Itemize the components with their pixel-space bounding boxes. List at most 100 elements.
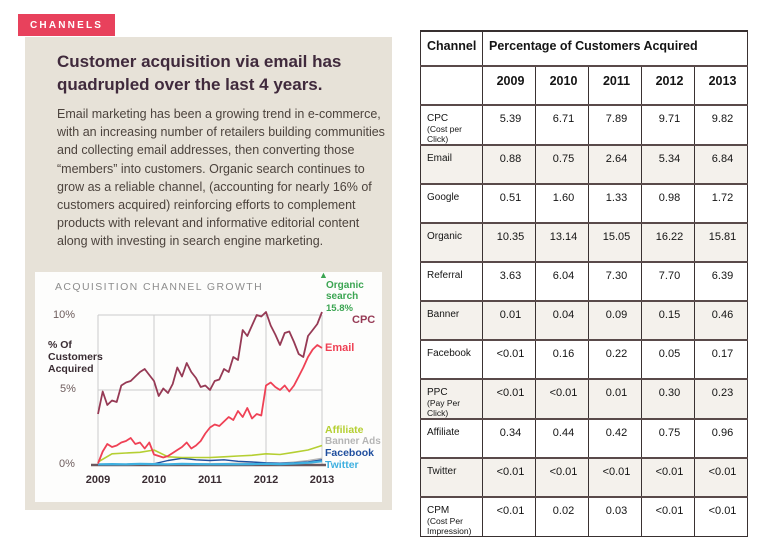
x-tick-2010: 2010 <box>142 474 166 486</box>
growth-chart-svg: 2009 2010 2011 2012 2013 <box>86 311 334 486</box>
value-cell: 6.71 <box>535 105 589 145</box>
value-cell: 5.39 <box>482 105 536 145</box>
channel-cell: CPC (Cost per Click) <box>420 105 483 145</box>
value-cell: 9.82 <box>693 105 749 145</box>
x-tick-2013: 2013 <box>310 474 334 486</box>
table-row: CPC (Cost per Click) 5.39 6.71 7.89 9.71 9.82 <box>420 105 749 145</box>
value-cell: 2.64 <box>588 145 642 184</box>
value-cell: 6.84 <box>693 145 749 184</box>
value-cell: 5.34 <box>641 145 695 184</box>
value-cell: <0.01 <box>641 497 695 537</box>
table-header-row: Channel Percentage of Customers Acquired <box>420 31 749 66</box>
value-cell: 0.51 <box>482 184 536 223</box>
x-tick-2012: 2012 <box>254 474 278 486</box>
table-row: Twitter <0.01 <0.01 <0.01 <0.01 <0.01 <box>420 458 749 497</box>
legend-email: Email <box>325 342 355 354</box>
channel-subtitle: (Cost Per Impression) <box>427 516 472 536</box>
value-cell: 0.09 <box>588 301 642 340</box>
series-line-email <box>97 344 323 464</box>
value-cell: 0.02 <box>535 497 589 537</box>
value-cell: 15.81 <box>693 223 749 262</box>
value-cell: 9.71 <box>641 105 695 145</box>
value-cell: 0.23 <box>693 379 749 419</box>
value-cell: 1.60 <box>535 184 589 223</box>
value-cell: 0.30 <box>641 379 695 419</box>
value-cell: <0.01 <box>588 458 642 497</box>
channel-cell: Organic <box>420 223 483 262</box>
value-cell: <0.01 <box>693 458 749 497</box>
value-cell: 0.75 <box>641 419 695 458</box>
value-cell: 0.16 <box>535 340 589 379</box>
channel-cell: PPC (Pay Per Click) <box>420 379 483 419</box>
legend-twitter: Twitter <box>325 459 359 471</box>
table-row: Google 0.51 1.60 1.33 0.98 1.72 <box>420 184 749 223</box>
table-row: Email 0.88 0.75 2.64 5.34 6.84 <box>420 145 749 184</box>
channel-cell: CPM (Cost Per Impression) <box>420 497 483 537</box>
channel-cell: Google <box>420 184 483 223</box>
value-cell: 0.98 <box>641 184 695 223</box>
year-2011: 2011 <box>588 66 642 105</box>
legend-affiliate: Affiliate <box>325 424 364 436</box>
channel-cell: Referral <box>420 262 483 301</box>
legend-cpc: CPC <box>352 314 376 326</box>
value-cell: 0.22 <box>588 340 642 379</box>
year-2010: 2010 <box>535 66 589 105</box>
y-tick-10: 10% <box>53 309 76 321</box>
value-cell: 0.04 <box>535 301 589 340</box>
left-panel: Customer acquisition via email has quadr… <box>25 37 392 510</box>
legend-organic-search: Organic search <box>326 280 364 302</box>
table-row: PPC (Pay Per Click) <0.01 <0.01 0.01 0.30 0.23 <box>420 379 749 419</box>
y-tick-5: 5% <box>60 383 76 395</box>
channel-cell: Twitter <box>420 458 483 497</box>
value-cell: 0.01 <box>482 301 536 340</box>
channel-cell: Banner <box>420 301 483 340</box>
channel-subtitle: (Cost per Click) <box>427 124 462 144</box>
value-cell: <0.01 <box>482 458 536 497</box>
intro-paragraph: Email marketing has been a growing trend… <box>57 107 385 249</box>
year-2009: 2009 <box>482 66 536 105</box>
value-cell: 0.01 <box>588 379 642 419</box>
value-cell: <0.01 <box>641 458 695 497</box>
empty-cell <box>420 66 483 105</box>
channels-table: Channel Percentage of Customers Acquired… <box>420 30 749 537</box>
series-line-twitter <box>97 460 323 466</box>
series-line-affiliate <box>97 444 323 463</box>
legend-facebook: Facebook <box>325 447 375 459</box>
arrow-up-icon: ▲ <box>319 270 328 280</box>
value-cell: 1.72 <box>693 184 749 223</box>
x-tick-2011: 2011 <box>198 474 222 486</box>
value-cell: <0.01 <box>693 497 749 537</box>
page-title: Customer acquisition via email has quadr… <box>57 52 342 94</box>
channel-header: Channel <box>420 31 483 66</box>
series-line-cpc <box>97 311 323 415</box>
chart-title: ACQUISITION CHANNEL GROWTH <box>55 281 264 293</box>
value-cell: 0.34 <box>482 419 536 458</box>
channels-badge: CHANNELS <box>18 14 116 36</box>
value-cell: <0.01 <box>482 340 536 379</box>
year-2012: 2012 <box>641 66 695 105</box>
channel-cell: Affiliate <box>420 419 483 458</box>
value-cell: 0.75 <box>535 145 589 184</box>
value-cell: 16.22 <box>641 223 695 262</box>
table-row: Organic 10.35 13.14 15.05 16.22 15.81 <box>420 223 749 262</box>
table-row: Affiliate 0.34 0.44 0.42 0.75 0.96 <box>420 419 749 458</box>
channel-cell: Email <box>420 145 483 184</box>
value-cell: 7.70 <box>641 262 695 301</box>
table-row: Banner 0.01 0.04 0.09 0.15 0.46 <box>420 301 749 340</box>
year-2013: 2013 <box>693 66 749 105</box>
value-cell: 0.17 <box>693 340 749 379</box>
value-cell: 7.30 <box>588 262 642 301</box>
value-cell: 1.33 <box>588 184 642 223</box>
acquisition-chart-card: 2009 2010 2011 2012 2013 ACQUISITION CHANNEL… <box>35 270 382 502</box>
value-cell: 0.88 <box>482 145 536 184</box>
value-cell: 0.03 <box>588 497 642 537</box>
value-cell: <0.01 <box>535 379 589 419</box>
value-cell: <0.01 <box>482 497 536 537</box>
legend-organic-value: 15.8% <box>326 303 353 314</box>
value-cell: 0.44 <box>535 419 589 458</box>
value-cell: 0.05 <box>641 340 695 379</box>
value-cell: 0.42 <box>588 419 642 458</box>
value-cell: 13.14 <box>535 223 589 262</box>
y-axis-label: % Of Customers Acquired <box>48 339 103 375</box>
value-cell: 0.96 <box>693 419 749 458</box>
